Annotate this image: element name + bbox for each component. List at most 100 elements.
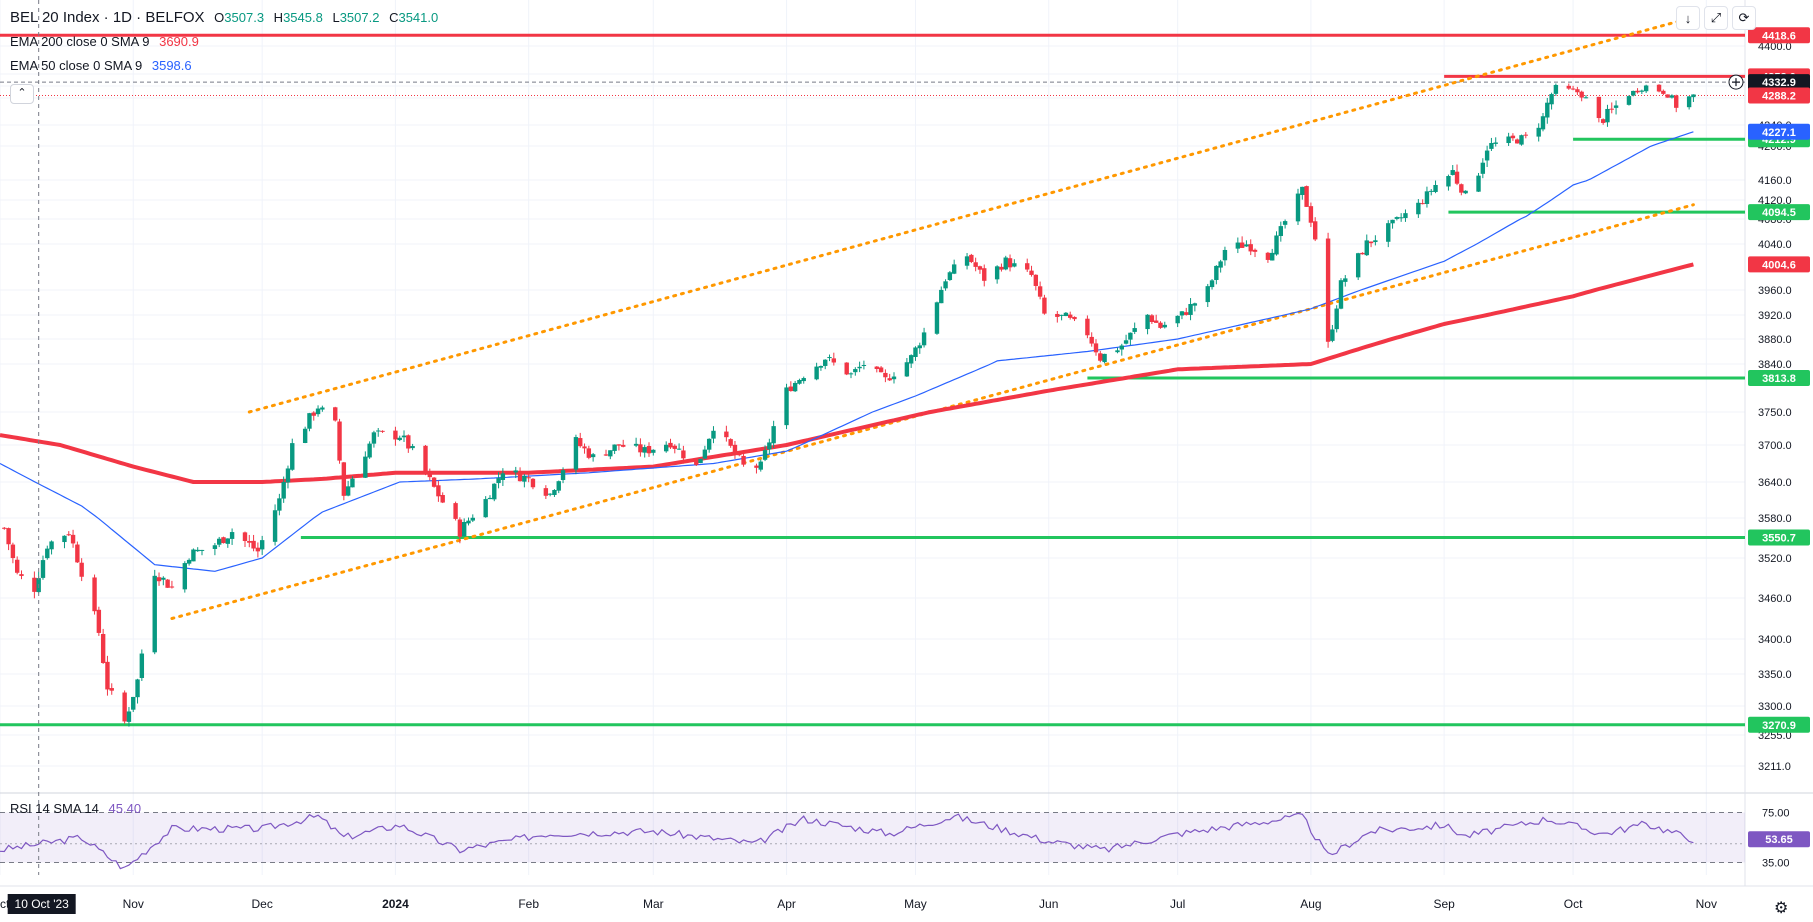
- time-tick-label: Aug: [1300, 897, 1321, 911]
- candle-body: [668, 442, 673, 448]
- candle-body: [728, 439, 733, 446]
- candle-body: [1536, 127, 1541, 137]
- candle-body: [1398, 217, 1404, 219]
- candle-body: [49, 541, 54, 550]
- price-tag-bg: [1748, 123, 1810, 140]
- candle-body: [1055, 313, 1060, 317]
- candle-body: [754, 465, 759, 468]
- candle-body: [1128, 332, 1133, 340]
- candle-body: [1480, 162, 1486, 174]
- candle-body: [543, 488, 549, 496]
- time-tick-label: 2024: [382, 897, 409, 911]
- chevron-up-icon[interactable]: ⌃: [10, 84, 34, 104]
- candle-body: [229, 532, 235, 539]
- candle-body: [1416, 202, 1421, 215]
- chart-legend: BEL 20 Index · 1D · BELFOX O3507.3 H3545…: [10, 6, 438, 104]
- candle-body: [1459, 184, 1464, 193]
- candle-body: [711, 430, 716, 439]
- legend-ema200-row[interactable]: EMA 200 close 0 SMA 9 3690.9: [10, 30, 438, 54]
- candle-body: [1265, 252, 1271, 260]
- candle-body: [784, 387, 789, 426]
- candle-body: [999, 266, 1004, 270]
- time-tick-label: Sep: [1433, 897, 1455, 911]
- candle-body: [616, 444, 622, 446]
- ema50-value: 3598.6: [151, 58, 192, 73]
- candle-body: [259, 540, 265, 550]
- candle-body: [1579, 91, 1584, 98]
- candle-body: [1184, 312, 1189, 315]
- candle-body: [341, 462, 347, 496]
- candle-body: [672, 445, 677, 449]
- candle-body: [1665, 94, 1670, 98]
- ema200-line: [0, 262, 1694, 484]
- arrow-down-icon[interactable]: ↓: [1676, 6, 1700, 30]
- candle-body: [861, 364, 867, 366]
- level-tag-bg: [1748, 204, 1810, 221]
- candle-body: [724, 431, 729, 438]
- candle-body: [161, 577, 166, 580]
- trendline: [170, 203, 1695, 620]
- legend-symbol-row: BEL 20 Index · 1D · BELFOX O3507.3 H3545…: [10, 6, 438, 30]
- price-tick-label: 3880.0: [1758, 334, 1792, 346]
- candle-body: [1609, 108, 1614, 110]
- gear-icon[interactable]: ⚙: [1774, 900, 1789, 917]
- candle-body: [225, 538, 230, 544]
- candle-body: [1433, 184, 1438, 192]
- candle-body: [216, 538, 222, 545]
- rsi-name: RSI 14 SMA 14: [10, 801, 99, 816]
- candle-body: [1476, 175, 1481, 192]
- high-label: H: [273, 10, 284, 25]
- candle-body: [1583, 97, 1589, 99]
- candle-body: [1506, 136, 1511, 144]
- legend-ema50-row[interactable]: EMA 50 close 0 SMA 9 3598.6: [10, 54, 438, 78]
- candle-body: [1248, 244, 1253, 252]
- candle-body: [517, 471, 523, 482]
- candle-body: [1674, 95, 1679, 108]
- candle-body: [883, 372, 888, 378]
- price-tag: 4227.1: [1762, 127, 1796, 139]
- price-tick-label: 4400.0: [1758, 41, 1792, 53]
- candle-body: [40, 560, 46, 578]
- candle-body: [590, 454, 596, 458]
- candle-body: [1643, 85, 1649, 92]
- symbol-title[interactable]: BEL 20 Index · 1D · BELFOX: [10, 9, 205, 26]
- candle-body: [195, 549, 200, 552]
- candle-body: [1123, 340, 1129, 344]
- candle-body: [848, 373, 854, 375]
- candle-body: [582, 446, 587, 449]
- candle-body: [887, 378, 892, 381]
- candle-body: [1523, 134, 1529, 136]
- candle-body: [1631, 90, 1636, 96]
- candle-body: [19, 574, 24, 576]
- candle-body: [698, 458, 703, 464]
- candle-body: [1029, 270, 1034, 275]
- plus-icon: [1732, 78, 1740, 87]
- candle-body: [1312, 221, 1318, 240]
- candle-body: [165, 579, 170, 588]
- candle-body: [969, 254, 974, 262]
- candle-body: [823, 359, 828, 366]
- candle-body: [612, 444, 617, 451]
- candle-body: [921, 332, 927, 346]
- price-tick-label: 3960.0: [1758, 285, 1792, 297]
- candle-body: [1042, 297, 1047, 314]
- expand-icon[interactable]: ⤢: [1704, 6, 1728, 30]
- candle-body: [1330, 329, 1335, 341]
- price-tick-label: 3460.0: [1758, 593, 1792, 605]
- candles: [2, 83, 1696, 727]
- candle-body: [1209, 280, 1215, 288]
- level-tag-bg: [1748, 27, 1810, 44]
- rsi-legend[interactable]: RSI 14 SMA 14 45.40: [10, 801, 141, 816]
- refresh-icon[interactable]: ⟳: [1732, 6, 1756, 30]
- candle-body: [410, 446, 415, 449]
- candle-body: [1446, 176, 1451, 187]
- candle-body: [1025, 263, 1030, 270]
- candle-body: [139, 653, 145, 678]
- price-axis: 4400.04360.04320.04280.04240.04200.04160…: [1758, 41, 1792, 870]
- candle-body: [1545, 102, 1550, 118]
- open-label: O: [214, 10, 225, 25]
- candle-body: [633, 443, 639, 446]
- candle-body: [1274, 235, 1279, 255]
- candle-body: [397, 437, 402, 441]
